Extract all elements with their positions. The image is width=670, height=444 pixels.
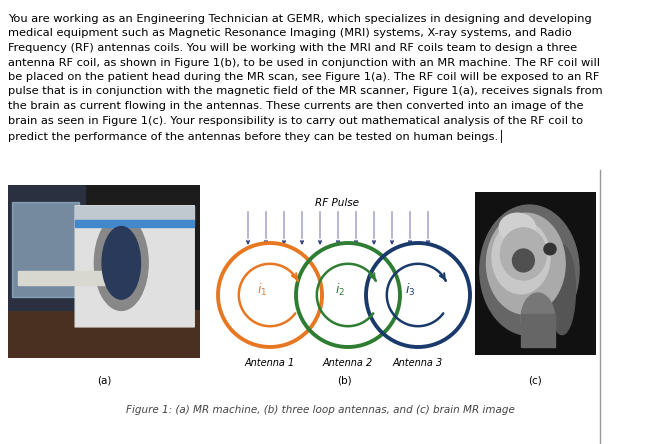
Ellipse shape xyxy=(492,221,550,294)
Bar xyxy=(17,271,123,285)
Text: $i_1$: $i_1$ xyxy=(257,282,267,298)
Ellipse shape xyxy=(513,249,534,272)
Bar xyxy=(8,185,85,309)
Bar xyxy=(521,314,555,347)
Text: Figure 1: (a) MR machine, (b) three loop antennas, and (c) brain MR image: Figure 1: (a) MR machine, (b) three loop… xyxy=(125,405,515,415)
Bar xyxy=(12,202,79,297)
Text: medical equipment such as Magnetic Resonance Imaging (MRI) systems, X-ray system: medical equipment such as Magnetic Reson… xyxy=(8,28,572,39)
Ellipse shape xyxy=(486,213,565,314)
Text: (a): (a) xyxy=(96,375,111,385)
Text: RF Pulse: RF Pulse xyxy=(315,198,359,208)
Ellipse shape xyxy=(480,205,579,335)
Text: Frequency (RF) antennas coils. You will be working with the MRI and RF coils tea: Frequency (RF) antennas coils. You will … xyxy=(8,43,577,53)
Text: predict the performance of the antennas before they can be tested on human being: predict the performance of the antennas … xyxy=(8,130,505,143)
Text: the brain as current flowing in the antennas. These currents are then converted : the brain as current flowing in the ante… xyxy=(8,101,584,111)
Text: be placed on the patient head during the MR scan, see Figure 1(a). The RF coil w: be placed on the patient head during the… xyxy=(8,72,600,82)
Text: brain as seen in Figure 1(c). Your responsibility is to carry out mathematical a: brain as seen in Figure 1(c). Your respo… xyxy=(8,115,583,126)
Ellipse shape xyxy=(102,226,141,299)
Text: (c): (c) xyxy=(528,375,542,385)
Text: pulse that is in conjunction with the magnetic field of the MR scanner, Figure 1: pulse that is in conjunction with the ma… xyxy=(8,87,602,96)
Bar xyxy=(75,220,194,226)
Text: Antenna 1: Antenna 1 xyxy=(245,358,295,368)
Bar xyxy=(75,206,194,220)
Bar xyxy=(8,309,200,358)
Ellipse shape xyxy=(549,245,576,335)
Text: Antenna 2: Antenna 2 xyxy=(323,358,373,368)
Text: antenna RF coil, as shown in Figure 1(b), to be used in conjunction with an MR m: antenna RF coil, as shown in Figure 1(b)… xyxy=(8,58,600,67)
Ellipse shape xyxy=(94,215,148,310)
Ellipse shape xyxy=(521,293,555,345)
Text: Antenna 3: Antenna 3 xyxy=(393,358,443,368)
Text: You are working as an Engineering Technician at GEMR, which specializes in desig: You are working as an Engineering Techni… xyxy=(8,14,592,24)
Text: (b): (b) xyxy=(337,375,351,385)
Ellipse shape xyxy=(500,228,547,280)
FancyBboxPatch shape xyxy=(75,206,194,327)
Text: $i_2$: $i_2$ xyxy=(335,282,345,298)
Ellipse shape xyxy=(544,243,556,255)
Text: $i_3$: $i_3$ xyxy=(405,282,415,298)
Ellipse shape xyxy=(499,213,535,242)
